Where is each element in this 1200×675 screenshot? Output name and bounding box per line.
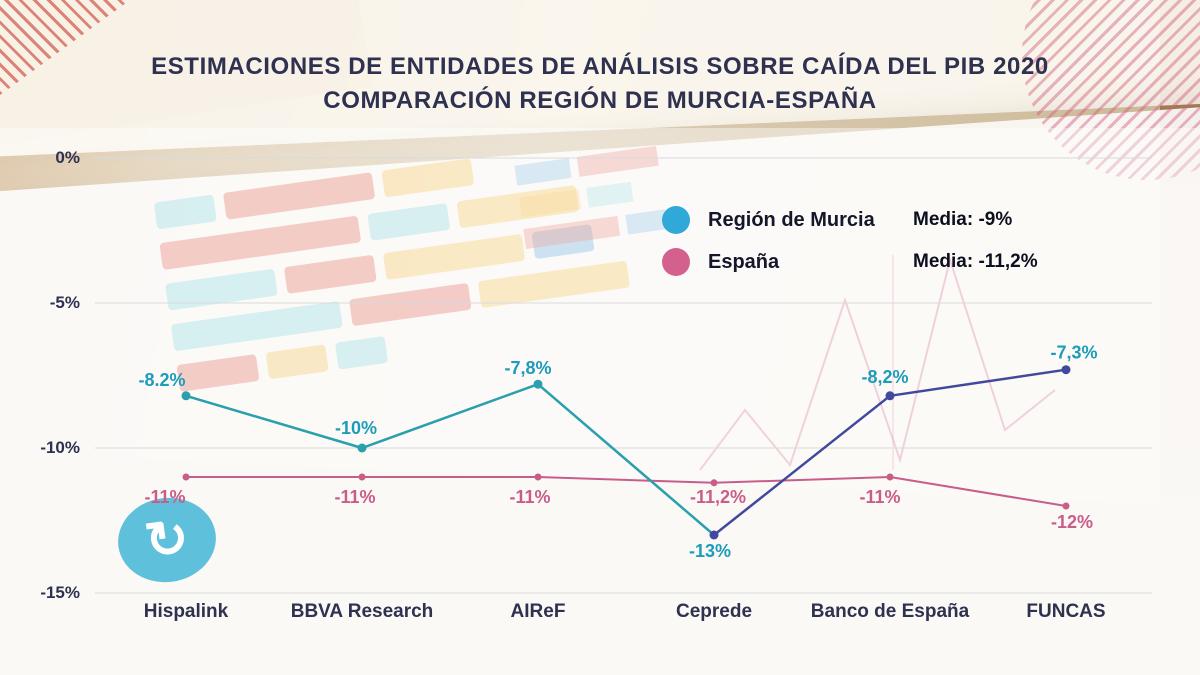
- x-axis-label: Hispalink: [143, 601, 229, 622]
- murcia-series-dot-icon: [662, 206, 690, 234]
- x-axis-label: FUNCAS: [1026, 601, 1106, 622]
- legend-item-murcia: Región de Murcia Media: -9%: [662, 200, 1038, 240]
- x-axis-label: Banco de España: [810, 601, 970, 622]
- chart-title: ESTIMACIONES DE ENTIDADES DE ANÁLISIS SO…: [0, 50, 1200, 118]
- chart-title-line1: ESTIMACIONES DE ENTIDADES DE ANÁLISIS SO…: [151, 53, 1049, 80]
- legend: Región de Murcia Media: -9% España Media…: [662, 200, 1038, 284]
- legend-item-espana: España Media: -11,2%: [662, 242, 1038, 282]
- x-axis-label: BBVA Research: [290, 601, 434, 622]
- espana-series-dot-icon: [662, 248, 690, 276]
- chart-title-line2: COMPARACIÓN REGIÓN DE MURCIA-ESPAÑA: [323, 87, 877, 114]
- y-axis-label: -15%: [40, 583, 80, 602]
- y-axis-label: -10%: [40, 438, 80, 457]
- legend-label: España: [708, 250, 780, 273]
- legend-label: Región de Murcia: [708, 208, 875, 231]
- legend-mean-value: Media: -9%: [913, 209, 1013, 230]
- y-axis-label: -5%: [49, 293, 80, 312]
- legend-mean-value: Media: -11,2%: [913, 251, 1038, 272]
- x-axis-label: Ceprede: [675, 601, 753, 622]
- x-axis-label: AIReF: [510, 601, 566, 622]
- y-axis-label: 0%: [55, 148, 80, 167]
